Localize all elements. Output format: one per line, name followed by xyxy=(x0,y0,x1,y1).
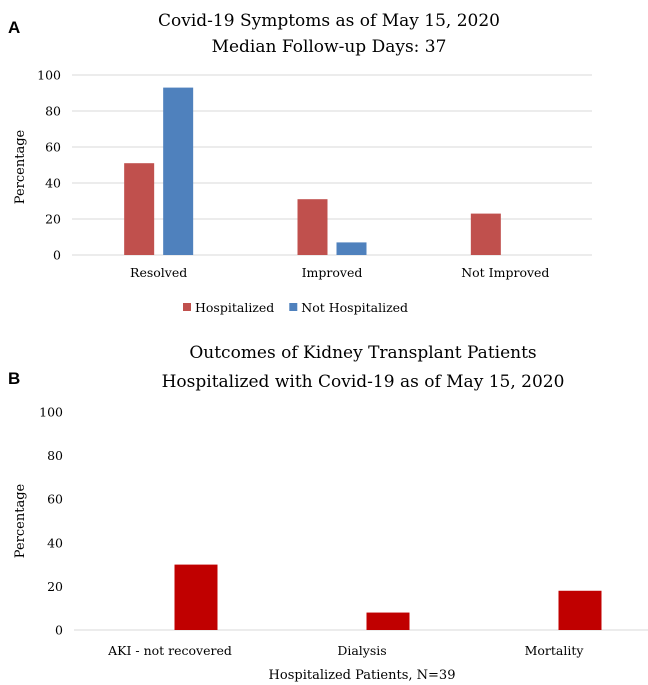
legend-swatch xyxy=(289,303,298,311)
chart-a-legend: Hospitalized Not Hospitalized xyxy=(183,300,408,315)
chart-a-y-tick-label: 0 xyxy=(53,248,61,263)
chart-a-title-line1: Covid-19 Symptoms as of May 15, 2020 xyxy=(158,11,500,31)
chart-b-ylabel: Percentage xyxy=(13,483,28,558)
chart-b-category-label: Dialysis xyxy=(337,643,386,658)
chart-a-bar xyxy=(124,163,155,255)
legend-label: Hospitalized xyxy=(195,300,274,315)
chart-a-plot: 0 20 40 60 80 100 Resolved Improved Not Improved xyxy=(37,68,592,280)
chart-b-title-line2: Hospitalized with Covid-19 as of May 15,… xyxy=(162,372,565,392)
chart-a-y-tick-label: 80 xyxy=(45,104,61,119)
chart-a-bar xyxy=(163,87,194,255)
chart-a-bar xyxy=(297,199,328,255)
chart-a-y-tick-label: 40 xyxy=(45,176,61,191)
chart-b-plot: 0 20 40 60 80 100 AKI - not recovered Dialysis M… xyxy=(39,405,648,658)
chart-b-y-tick-label: 80 xyxy=(47,448,63,463)
chart-b-y-tick-label: 0 xyxy=(55,623,63,638)
chart-a-y-tick-label: 100 xyxy=(37,68,61,83)
legend-swatch xyxy=(183,303,191,311)
chart-a-bar xyxy=(470,213,501,255)
chart-b-y-tick-label: 40 xyxy=(47,535,63,550)
chart-b-bar xyxy=(558,590,602,630)
chart-b-y-tick-label: 60 xyxy=(47,492,63,507)
chart-a-y-tick-label: 20 xyxy=(45,212,61,227)
chart-a-bar xyxy=(336,242,367,255)
panel-b-letter: B xyxy=(8,369,20,388)
chart-a-ylabel: Percentage xyxy=(13,129,28,204)
panel-a-letter: A xyxy=(8,18,20,37)
chart-b-y-tick-label: 20 xyxy=(47,579,63,594)
chart-b-title-line1: Outcomes of Kidney Transplant Patients xyxy=(189,343,536,363)
chart-a-title-line2: Median Follow-up Days: 37 xyxy=(212,37,447,57)
chart-b-y-tick-label: 100 xyxy=(39,405,63,420)
chart-b-bar xyxy=(366,612,410,630)
chart-b-bar xyxy=(174,564,218,630)
chart-b-category-label: Mortality xyxy=(525,643,585,658)
chart-a-category-label: Resolved xyxy=(130,265,187,280)
chart-a-category-label: Improved xyxy=(302,265,363,280)
chart-a-y-tick-label: 60 xyxy=(45,140,61,155)
legend-label: Not Hospitalized xyxy=(301,300,408,315)
chart-b-xlabel: Hospitalized Patients, N=39 xyxy=(269,668,456,683)
chart-a-category-label: Not Improved xyxy=(461,265,549,280)
chart-b-category-label: AKI - not recovered xyxy=(107,643,232,658)
